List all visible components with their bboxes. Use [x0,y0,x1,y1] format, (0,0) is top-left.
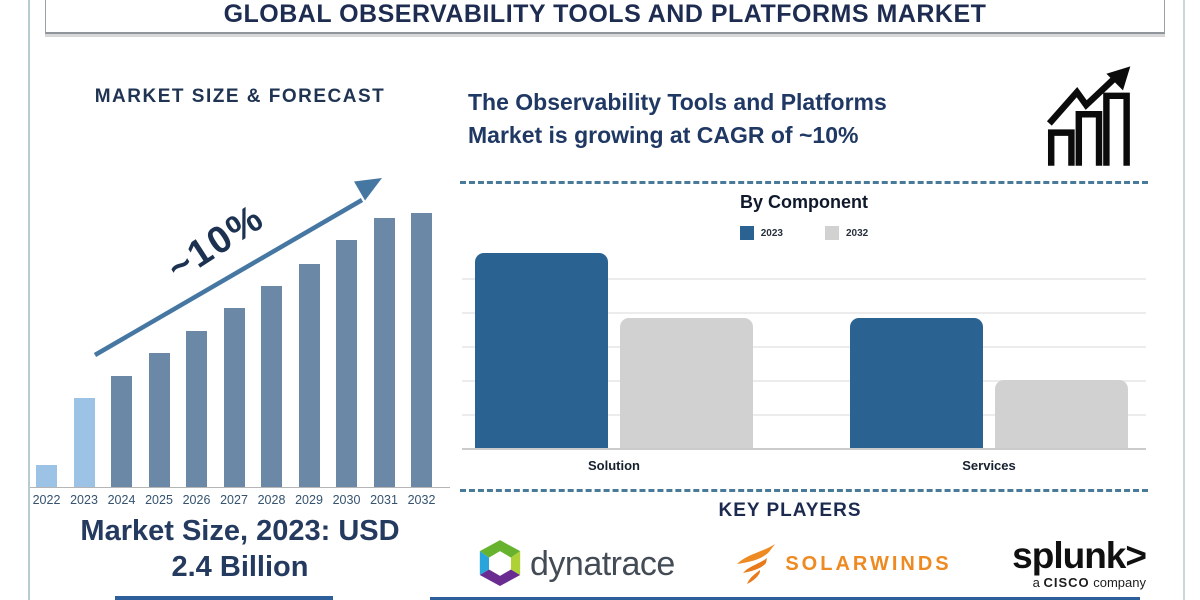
dynatrace-label: dynatrace [530,544,675,583]
cisco-brand-text: CISCO [1043,575,1090,590]
year-label-2024: 2024 [107,493,136,507]
key-players-title: KEY PLAYERS [718,500,862,521]
cagr-headline-line2: Market is growing at CAGR of ~10% [468,122,859,148]
forecast-bar-2027 [223,308,245,487]
caption-underline [115,596,333,600]
component-group-services [850,318,1128,448]
splunk-logo: splunk> a CISCO company [1012,535,1147,590]
forecast-bar-2022 [36,465,57,487]
component-group-solution [475,253,753,448]
splunk-label: splunk> [1012,535,1147,576]
legend-item-2032: 2032 [825,226,868,240]
dynatrace-logo: dynatrace [478,540,675,588]
forecast-bar-2025 [148,353,170,487]
market-size-caption-line1: Market Size, 2023: USD [80,515,400,547]
year-label-2031: 2031 [370,493,398,507]
year-label-2032: 2032 [407,493,436,507]
forecast-heading: MARKET SIZE & FORECAST [94,86,386,107]
dashed-divider-bottom [460,489,1148,492]
year-label-2026: 2026 [182,493,211,507]
market-size-caption: Market Size, 2023: USD 2.4 Billion [30,513,450,585]
forecast-bar-2024 [111,376,132,487]
year-label-2022: 2022 [32,493,61,507]
cagr-headline: The Observability Tools and Platforms Ma… [468,86,887,152]
bar-chart-growth-icon [1046,66,1131,166]
forecast-bar-2028 [261,286,282,487]
legend-label-2023: 2023 [760,227,783,239]
solarwinds-swirl-icon [737,544,776,584]
title-bar: GLOBAL OBSERVABILITY TOOLS AND PLATFORMS… [45,0,1165,34]
splunk-tagline-suffix: company [1093,575,1146,590]
component-bar-solution-2023 [475,253,608,448]
legend-label-2032: 2032 [846,227,869,239]
forecast-bar-2026 [186,331,207,487]
page-title: GLOBAL OBSERVABILITY TOOLS AND PLATFORMS… [223,0,987,28]
bottom-divider-line [430,597,1140,600]
year-label-2030: 2030 [332,493,361,507]
forecast-x-axis [30,487,450,488]
component-bar-services-2023 [850,318,983,448]
category-label-services: Services [962,458,1016,473]
category-label-solution: Solution [588,458,640,473]
legend-swatch-2032 [825,226,839,240]
market-size-caption-line2: 2.4 Billion [171,551,309,583]
year-label-2029: 2029 [295,493,323,507]
cagr-headline-line1: The Observability Tools and Platforms [468,89,887,115]
forecast-bar-2023 [73,398,95,487]
forecast-bar-2031 [373,218,395,487]
right-border-line [1183,0,1185,600]
legend-swatch-2023 [739,226,754,240]
dashed-divider-top [460,181,1148,184]
forecast-bar-2029 [298,264,320,487]
key-players-logos: dynatrace SOLARWINDS splunk> a CISCO com… [478,532,1147,596]
component-legend: 2023 2032 [460,226,1148,240]
dynatrace-cube-icon [479,540,521,586]
component-chart-plot [462,248,1146,450]
forecast-year-labels: 2022 2023 2024 2025 2026 2027 2028 2029 2030 2031… [33,493,436,507]
component-bar-services-2032 [995,380,1128,448]
component-chart-title: By Component [740,192,868,212]
forecast-bar-2032 [411,213,432,487]
left-border-line [28,0,30,600]
year-label-2023: 2023 [70,493,98,507]
splunk-tagline-prefix: a [1032,575,1040,590]
solarwinds-label: SOLARWINDS [785,552,952,575]
forecast-bar-2030 [336,240,357,487]
year-label-2027: 2027 [220,493,248,507]
splunk-tagline: a CISCO company [1012,575,1146,590]
year-label-2025: 2025 [145,493,173,507]
year-label-2028: 2028 [257,493,286,507]
legend-item-2023: 2023 [739,226,783,240]
solarwinds-logo: SOLARWINDS [735,542,951,586]
component-bar-solution-2032 [620,318,753,448]
